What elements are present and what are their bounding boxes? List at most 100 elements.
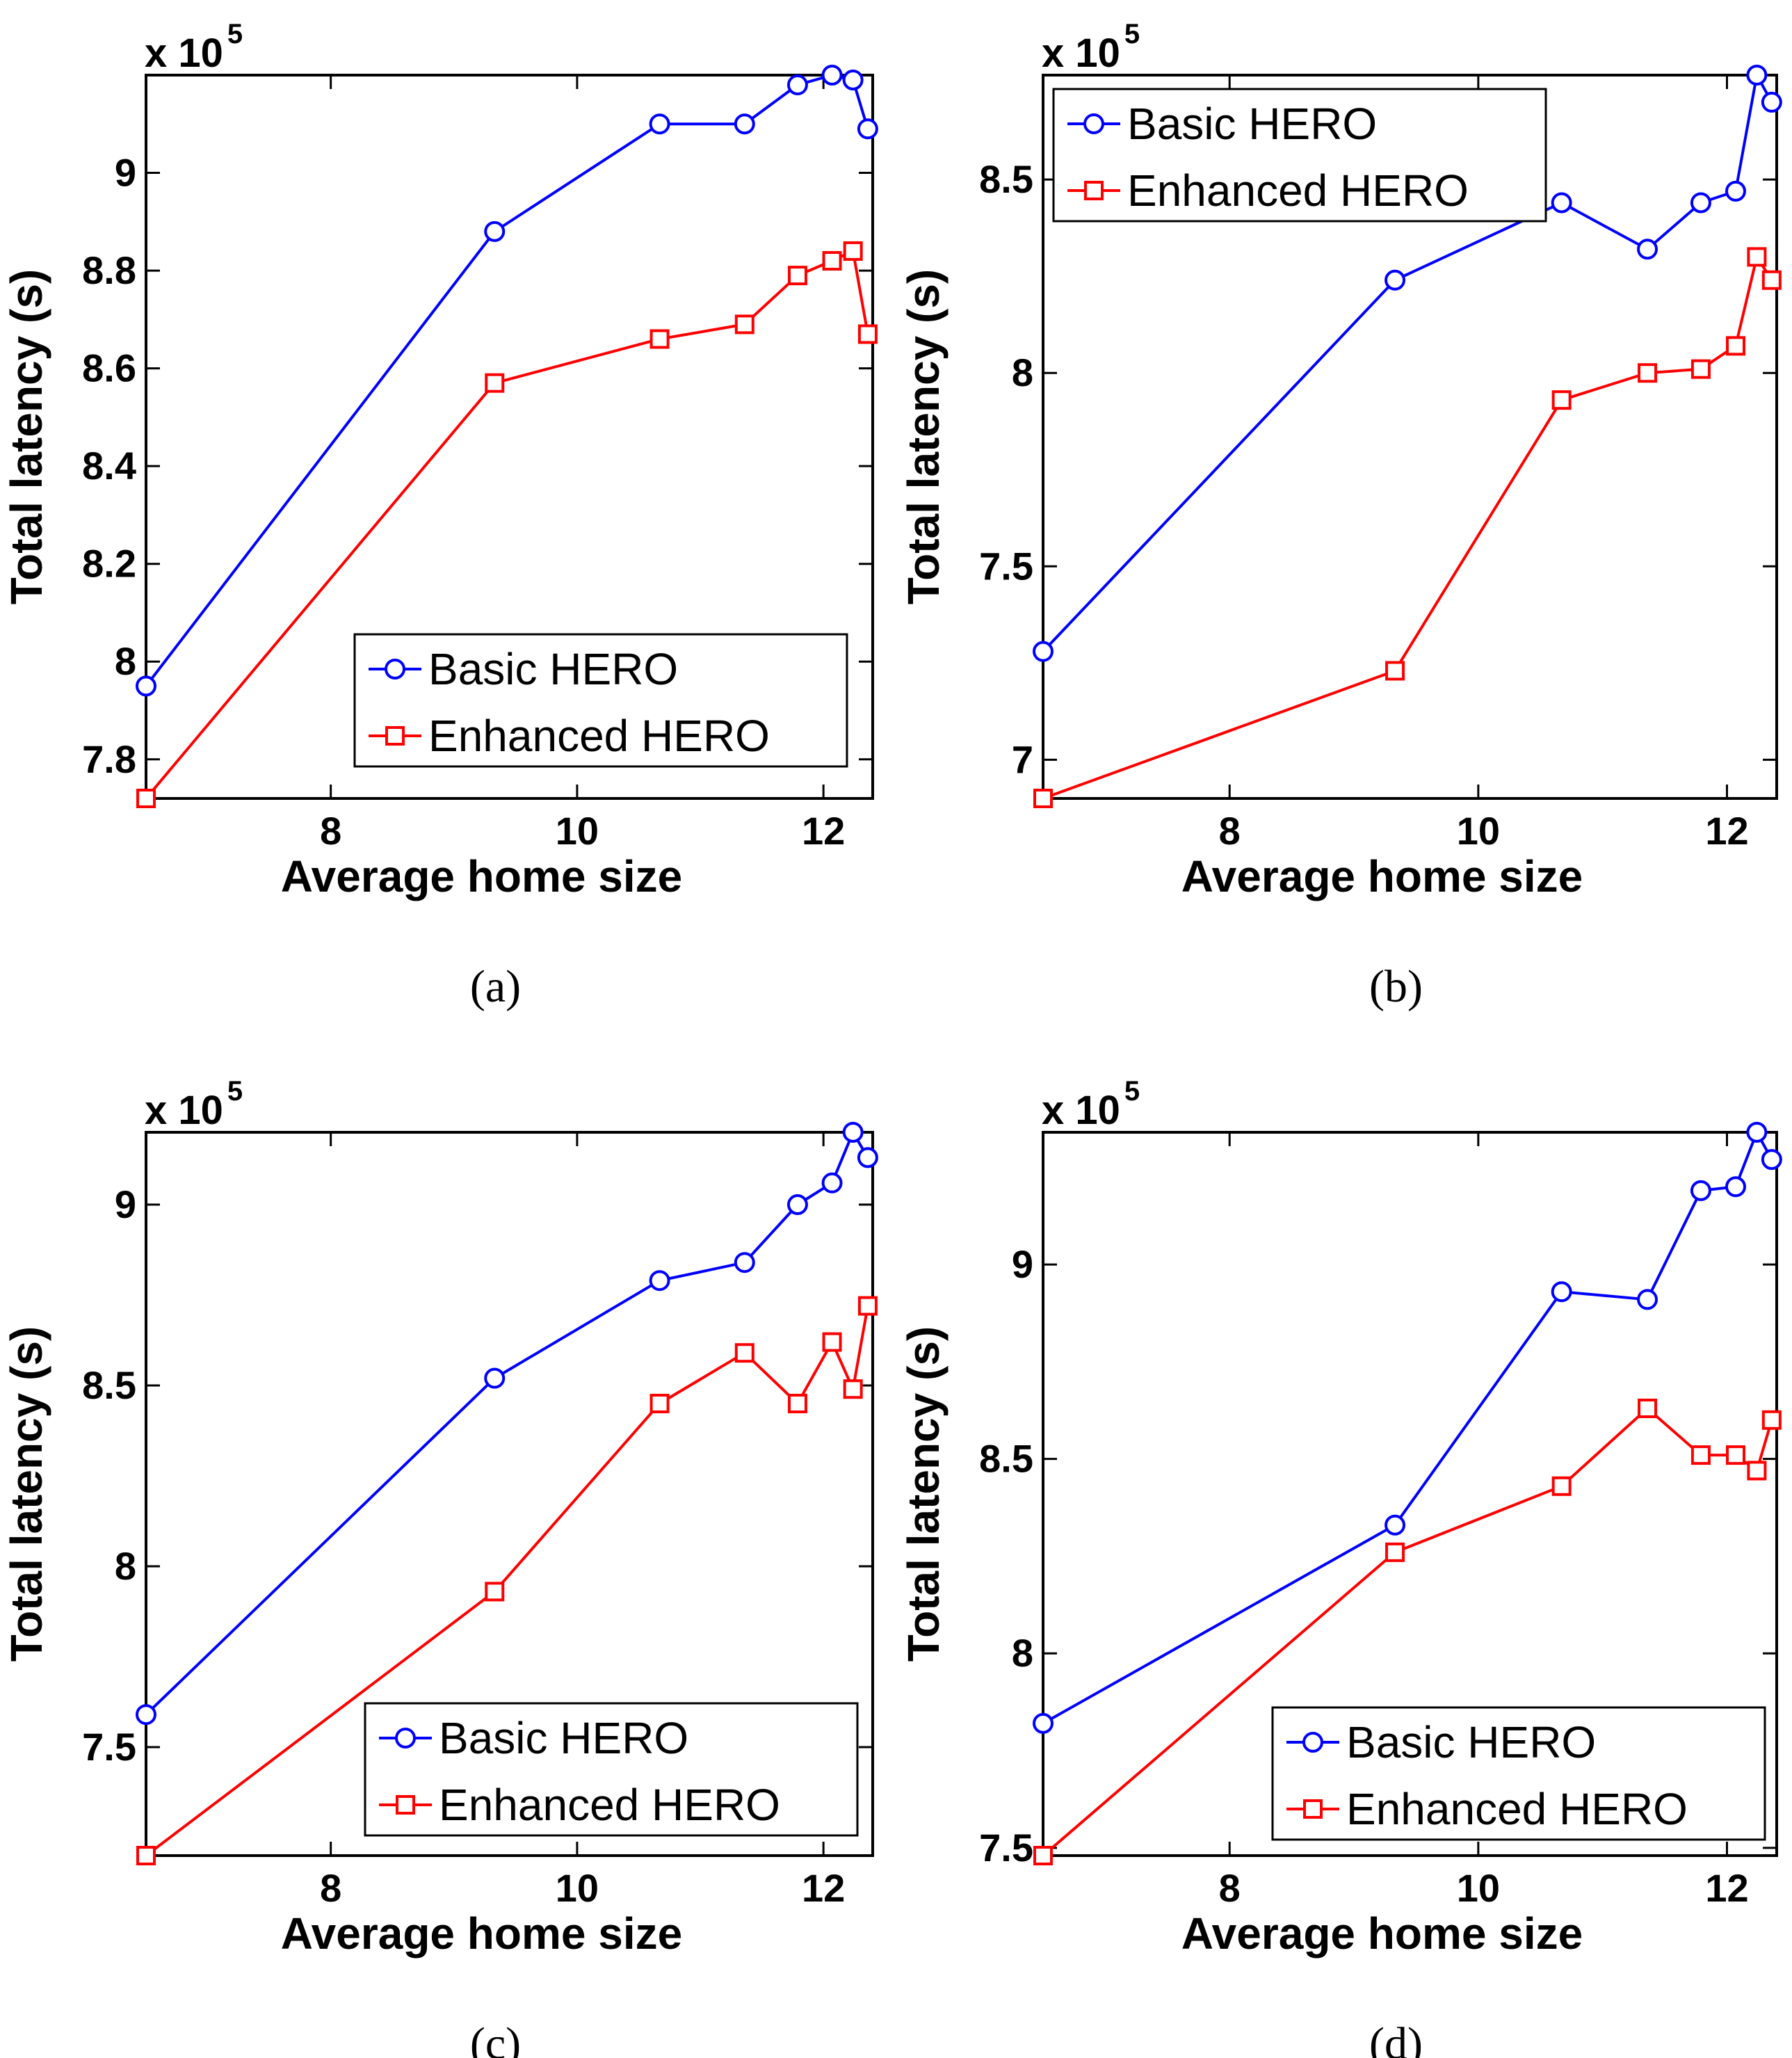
y-tick-label: 7.5 (979, 544, 1033, 588)
legend: Basic HERO Enhanced HERO (364, 1702, 859, 1837)
y-tick-label: 8.8 (82, 248, 136, 292)
y-tick-label: 8.2 (82, 542, 136, 586)
data-point-basic (821, 1172, 843, 1193)
data-point-basic (1385, 269, 1406, 291)
data-point-enhanced (734, 1343, 754, 1363)
legend-label-enhanced: Enhanced HERO (439, 1780, 780, 1830)
data-point-basic (821, 65, 843, 86)
data-point-enhanced (787, 266, 807, 286)
panel-caption: (a) (470, 961, 521, 1012)
y-axis-label: Total latency (s) (1, 269, 51, 604)
data-point-enhanced (734, 314, 754, 335)
y-tick-label: 8 (1012, 1631, 1033, 1675)
data-point-enhanced (485, 373, 505, 393)
legend-label-enhanced: Enhanced HERO (1346, 1784, 1688, 1834)
data-point-basic (484, 220, 506, 242)
legend-box (1271, 1706, 1766, 1841)
data-point-basic (786, 74, 808, 96)
data-point-basic (734, 1252, 755, 1273)
y-tick-label: 7.5 (82, 1725, 136, 1769)
exponent-power: 5 (1124, 19, 1140, 49)
plot-area-frame (145, 1131, 874, 1857)
exponent-base: x 10 (145, 31, 223, 76)
data-point-enhanced (1551, 1476, 1572, 1496)
x-tick-label: 8 (1219, 809, 1241, 853)
data-point-basic (734, 113, 755, 135)
x-tick-label: 12 (802, 809, 845, 853)
legend-label-basic: Basic HERO (1127, 99, 1377, 149)
data-point-enhanced (649, 329, 670, 349)
y-tick-label: 9 (115, 1182, 136, 1226)
exponent-power: 5 (1124, 1076, 1140, 1107)
data-point-basic (649, 113, 670, 135)
data-point-basic (1551, 192, 1572, 214)
data-point-basic (1385, 1514, 1406, 1536)
data-point-enhanced (1690, 359, 1711, 379)
y-tick-label: 8.4 (82, 444, 136, 488)
data-point-basic (649, 1270, 670, 1292)
x-tick-label: 8 (320, 1866, 341, 1910)
y-tick-label: 8 (1012, 351, 1033, 394)
data-point-enhanced (857, 324, 878, 344)
data-point-enhanced (1761, 1410, 1782, 1430)
x-axis-label: Average home size (1181, 851, 1583, 901)
y-tick-label: 7.5 (979, 1826, 1033, 1870)
data-point-enhanced (649, 1394, 670, 1413)
legend-marker-enhanced (1303, 1799, 1323, 1819)
data-point-basic (1725, 1176, 1746, 1198)
legend-marker-enhanced (396, 1795, 415, 1815)
series-line-basic (1042, 74, 1773, 653)
exponent-base: x 10 (1042, 1088, 1120, 1133)
data-point-enhanced (1690, 1445, 1711, 1465)
data-point-basic (857, 118, 878, 140)
legend-marker-enhanced (1084, 181, 1104, 200)
y-tick-label: 8.5 (979, 1437, 1033, 1481)
data-point-basic (857, 1147, 878, 1168)
data-point-basic (136, 675, 156, 697)
data-point-basic (1746, 1122, 1768, 1143)
series-line-enhanced (1042, 255, 1773, 800)
x-tick-label: 10 (556, 1866, 599, 1910)
data-point-basic (1690, 192, 1711, 214)
data-point-enhanced (1747, 247, 1767, 267)
axis-exponent-label: x 10 5 (145, 1076, 243, 1133)
chart-panel-b: 8 10 12 7 7.5 8 8.5 x 10 5 Average home size Total… (898, 19, 1782, 1012)
y-axis-label: Total latency (s) (1, 1326, 51, 1662)
legend: Basic HERO Enhanced HERO (1271, 1706, 1766, 1841)
data-point-enhanced (485, 1582, 505, 1602)
legend-label-enhanced: Enhanced HERO (1127, 166, 1469, 216)
legend: Basic HERO Enhanced HERO (1052, 88, 1547, 223)
data-point-basic (484, 1367, 506, 1389)
data-point-enhanced (1725, 1445, 1745, 1465)
legend-marker-basic (1083, 113, 1104, 134)
exponent-base: x 10 (145, 1088, 223, 1133)
legend-marker-basic (1302, 1732, 1323, 1753)
y-tick-label: 7.8 (82, 737, 136, 781)
y-axis-label: Total latency (s) (898, 269, 949, 604)
y-tick-label: 8.5 (979, 157, 1033, 201)
axis-exponent-label: x 10 5 (1042, 19, 1140, 76)
y-tick-label: 8.6 (82, 346, 136, 390)
data-point-basic (1033, 641, 1054, 662)
data-point-basic (1746, 65, 1768, 86)
data-point-enhanced (1385, 1542, 1405, 1562)
x-tick-label: 8 (1219, 1866, 1241, 1910)
data-point-basic (1637, 1289, 1658, 1310)
data-point-enhanced (136, 1846, 156, 1865)
data-point-basic (1761, 1149, 1782, 1171)
x-axis-label: Average home size (281, 1908, 682, 1959)
exponent-base: x 10 (1042, 31, 1120, 76)
data-point-enhanced (1551, 390, 1572, 410)
legend-marker-enhanced (385, 726, 405, 746)
x-tick-label: 10 (556, 809, 599, 853)
x-axis-label: Average home size (1181, 1908, 1583, 1959)
data-point-enhanced (822, 251, 842, 271)
data-point-basic (136, 1704, 156, 1726)
data-point-enhanced (1747, 1461, 1767, 1481)
y-tick-label: 8 (115, 1544, 136, 1588)
axis-exponent-label: x 10 5 (145, 19, 243, 76)
data-point-enhanced (1638, 363, 1658, 383)
panel-caption: (d) (1369, 2018, 1423, 2058)
legend-label-basic: Basic HERO (1346, 1717, 1596, 1767)
